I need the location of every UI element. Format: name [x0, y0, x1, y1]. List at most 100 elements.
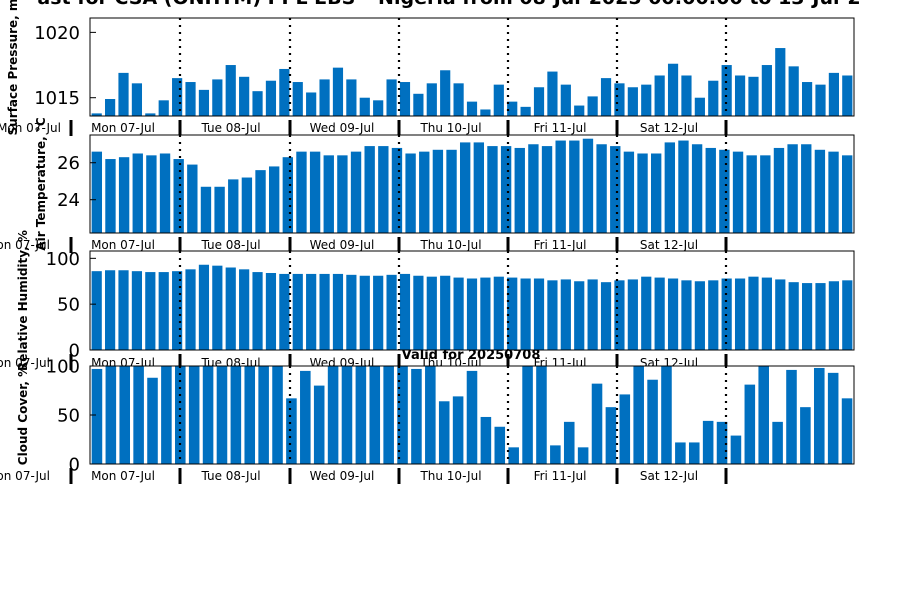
- bar: [252, 91, 263, 116]
- y-tick-label: 1020: [34, 23, 80, 44]
- bar: [600, 282, 612, 350]
- bar: [187, 164, 198, 233]
- bar: [105, 366, 117, 464]
- bar: [828, 151, 839, 233]
- bar: [132, 153, 143, 233]
- bar: [133, 366, 144, 464]
- bar: [399, 273, 411, 350]
- bar: [775, 48, 786, 116]
- bar: [252, 272, 263, 350]
- bar: [614, 280, 625, 350]
- bar: [292, 82, 303, 116]
- bar: [306, 92, 317, 116]
- bar: [119, 366, 131, 464]
- day-label: Fri 11-Jul: [534, 469, 587, 483]
- bar: [587, 279, 598, 350]
- bar: [522, 366, 533, 464]
- bar: [730, 435, 742, 464]
- bar: [520, 106, 531, 116]
- bar: [105, 270, 116, 350]
- bar: [761, 277, 772, 350]
- bar: [466, 278, 478, 350]
- bar: [214, 186, 225, 233]
- y-tick-label: 1015: [34, 88, 80, 109]
- edge-day-label: Mon 07-Jul: [0, 469, 50, 483]
- bar: [212, 79, 223, 116]
- day-label: Mon 07-Jul: [91, 469, 155, 483]
- bar: [212, 265, 223, 350]
- edge-day-label: Mon 07-Jul: [0, 356, 50, 370]
- bar: [560, 279, 571, 350]
- bar: [748, 276, 759, 350]
- edge-day-label: Mon 07-Jul: [0, 238, 50, 252]
- bar: [705, 147, 716, 233]
- bar: [605, 407, 617, 464]
- bar: [734, 75, 746, 116]
- bar: [541, 146, 553, 233]
- bar: [359, 97, 370, 116]
- bar: [173, 159, 184, 233]
- bar: [574, 281, 585, 350]
- bar: [681, 75, 692, 116]
- day-label: Tue 08-Jul: [200, 121, 260, 135]
- bar: [225, 65, 236, 116]
- bar: [313, 385, 325, 464]
- bar: [828, 281, 839, 350]
- bar: [641, 84, 652, 116]
- bar: [268, 166, 280, 233]
- bar: [172, 78, 183, 116]
- bar: [815, 84, 826, 116]
- bar: [596, 144, 607, 233]
- day-label: Wed 09-Jul: [310, 121, 375, 135]
- bar: [473, 142, 485, 233]
- bar: [292, 273, 303, 350]
- bar: [446, 149, 457, 233]
- bar: [225, 267, 236, 350]
- panel-frame: [89, 250, 855, 351]
- bar: [391, 147, 403, 233]
- bar: [359, 275, 370, 350]
- bar: [555, 140, 566, 233]
- valid-label: Valid for 20250708: [402, 348, 541, 363]
- y-tick-label: 100: [46, 356, 80, 377]
- bar: [691, 144, 703, 233]
- bar: [118, 270, 129, 350]
- bar: [323, 155, 334, 233]
- bar: [775, 279, 786, 350]
- bar: [383, 366, 394, 464]
- bar: [633, 366, 644, 464]
- bar: [405, 153, 416, 233]
- day-label: Tue 08-Jul: [200, 469, 260, 483]
- bar: [828, 72, 839, 116]
- y-axis-label: Relative Humidity, %: [16, 230, 30, 371]
- panel-frame: [89, 134, 855, 234]
- day-label: Mon 07-Jul: [91, 238, 155, 252]
- bar: [373, 275, 384, 350]
- bar: [172, 271, 183, 350]
- bar: [306, 273, 317, 350]
- bar: [533, 278, 545, 350]
- bar: [800, 407, 811, 464]
- bar: [296, 151, 307, 233]
- bar: [654, 75, 665, 116]
- bar: [841, 155, 853, 233]
- bar: [466, 101, 478, 116]
- bar: [507, 277, 518, 350]
- bar: [332, 273, 344, 350]
- bar: [397, 366, 408, 464]
- bar: [272, 366, 283, 464]
- bar: [118, 72, 129, 116]
- bar: [708, 280, 719, 350]
- bar: [453, 83, 464, 116]
- bar: [667, 63, 679, 116]
- bar: [426, 83, 437, 116]
- bar: [337, 155, 348, 233]
- bar: [514, 147, 525, 233]
- bar: [493, 84, 504, 116]
- bar: [265, 273, 277, 350]
- bar: [480, 109, 491, 116]
- bar: [161, 366, 172, 464]
- bar: [369, 366, 381, 464]
